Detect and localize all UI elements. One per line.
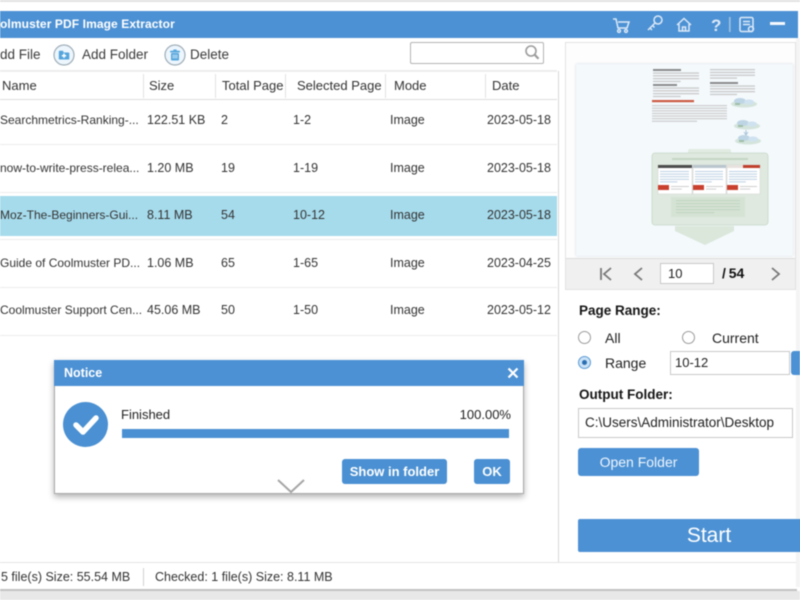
svg-text:?: ?	[711, 16, 721, 35]
